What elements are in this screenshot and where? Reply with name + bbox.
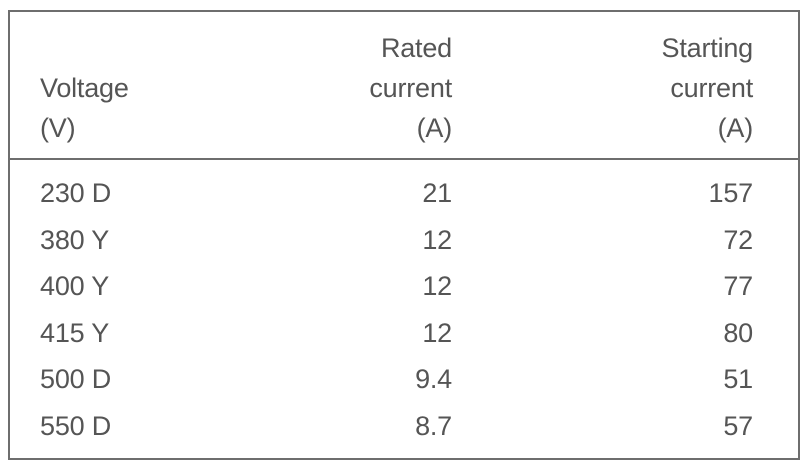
cell-starting-current: 51 bbox=[723, 364, 753, 395]
cell-voltage: 400 Y bbox=[40, 271, 110, 302]
header-voltage-line: (V) bbox=[40, 113, 76, 143]
cell-starting-current: 80 bbox=[723, 317, 753, 348]
cell-rated-current: 8.7 bbox=[415, 410, 452, 441]
cell-starting-current: 77 bbox=[723, 271, 753, 302]
header-voltage-line: Voltage bbox=[40, 73, 129, 103]
header-rated-current: Rated current (A) bbox=[369, 28, 452, 148]
header-voltage: Voltage (V) bbox=[40, 68, 129, 148]
table-header: Voltage (V) Rated current (A) Starting c… bbox=[10, 12, 798, 160]
cell-rated-current: 12 bbox=[422, 224, 452, 255]
table-body: 230 D 21 157 380 Y 12 72 400 Y 12 77 415… bbox=[10, 170, 798, 450]
header-starting-line: Starting bbox=[661, 33, 754, 63]
table-row: 380 Y 12 72 bbox=[10, 217, 798, 264]
cell-voltage: 500 D bbox=[40, 364, 112, 395]
header-rated-line: current bbox=[369, 73, 452, 103]
table-row: 500 D 9.4 51 bbox=[10, 356, 798, 403]
header-starting-line: (A) bbox=[717, 113, 754, 143]
data-table: Voltage (V) Rated current (A) Starting c… bbox=[8, 10, 800, 460]
table-row: 550 D 8.7 57 bbox=[10, 403, 798, 450]
table-row: 415 Y 12 80 bbox=[10, 310, 798, 357]
cell-rated-current: 12 bbox=[422, 317, 452, 348]
cell-starting-current: 157 bbox=[708, 178, 754, 208]
cell-rated-current: 12 bbox=[422, 271, 452, 302]
cell-rated-current: 9.4 bbox=[415, 364, 452, 395]
cell-starting-current: 72 bbox=[723, 224, 753, 255]
header-starting-current: Starting current (A) bbox=[661, 28, 754, 148]
header-rated-line: Rated bbox=[380, 33, 452, 63]
cell-voltage: 550 D bbox=[40, 410, 112, 441]
cell-voltage: 415 Y bbox=[40, 317, 110, 348]
cell-voltage: 380 Y bbox=[40, 224, 110, 255]
cell-voltage: 230 D bbox=[40, 178, 112, 208]
table-row: 400 Y 12 77 bbox=[10, 263, 798, 310]
header-starting-line: current bbox=[670, 73, 753, 103]
cell-starting-current: 57 bbox=[723, 410, 753, 441]
header-rated-line: (A) bbox=[416, 113, 453, 143]
cell-rated-current: 21 bbox=[422, 178, 452, 208]
table-row: 230 D 21 157 bbox=[10, 170, 798, 217]
